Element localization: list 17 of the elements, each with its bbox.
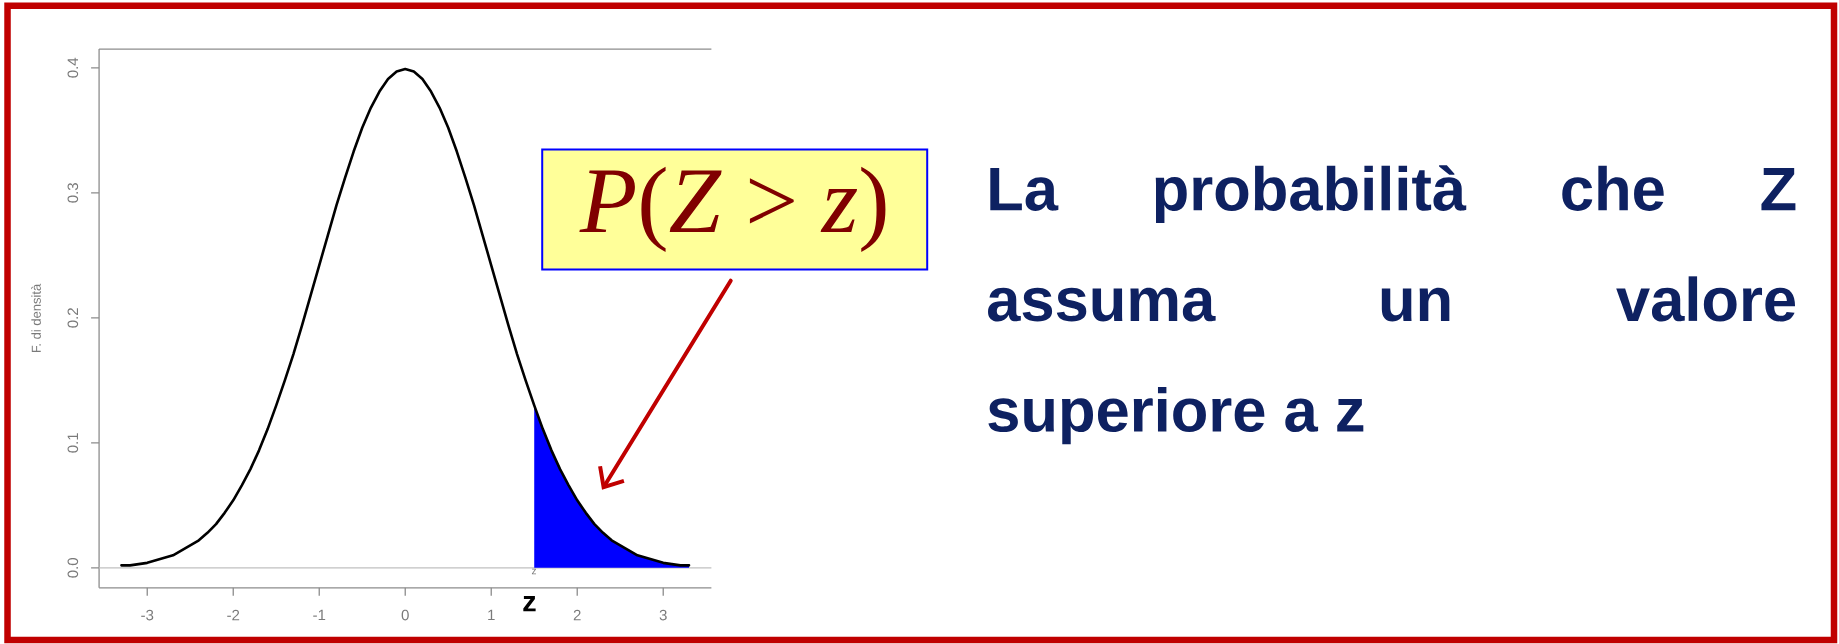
x-tick-label: -2 [227,609,240,621]
y-tick-label: 0.2 [67,308,79,328]
annotation: z [531,568,537,575]
x-tick-label: -1 [313,609,326,621]
y-tick-label: 0.3 [67,183,79,203]
y-tick-label: 0.0 [67,558,79,578]
x-tick-label: 3 [659,609,667,621]
y-tick-label: 0.1 [67,433,79,453]
x-tick-label: 2 [573,609,581,621]
y-axis-title: F. di densità [31,283,41,353]
text: z [523,596,536,612]
x-tick-label: 1 [488,609,495,621]
annotation: P(Z > z) [579,166,886,253]
y-tick-label: 0.4 [67,57,79,78]
x-tick-label: 0 [401,609,409,621]
text: La probabilità che Z assuma un valore superiore a z [988,165,1796,445]
x-tick-label: -3 [141,609,154,621]
